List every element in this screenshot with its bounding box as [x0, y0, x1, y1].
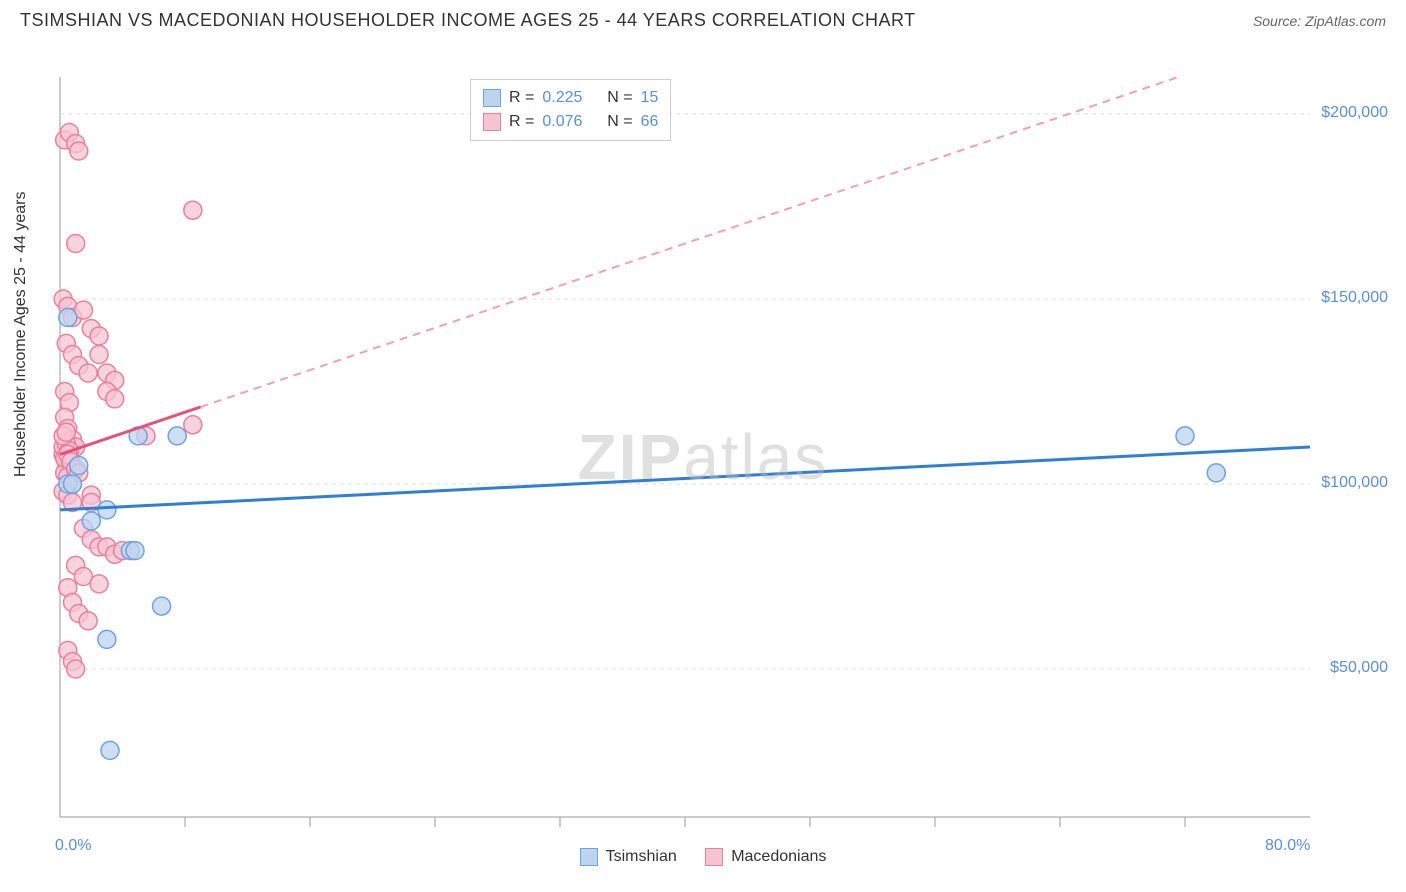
- r-label: R =: [509, 110, 534, 134]
- legend-swatch-macedonians: [483, 113, 501, 131]
- legend-label-macedonians: Macedonians: [731, 848, 826, 866]
- n-value-macedonians: 66: [641, 110, 659, 134]
- n-value-tsimshian: 15: [641, 86, 659, 110]
- y-axis-label: Householder Income Ages 25 - 44 years: [12, 192, 30, 478]
- y-tick-label: $100,000: [1321, 474, 1388, 492]
- chart-source: Source: ZipAtlas.com: [1253, 13, 1386, 29]
- x-tick-label: 80.0%: [1265, 837, 1310, 855]
- x-tick-label: 0.0%: [55, 837, 91, 855]
- y-tick-label: $200,000: [1321, 104, 1388, 122]
- y-tick-label: $50,000: [1330, 659, 1388, 677]
- stats-row-macedonians: R = 0.076 N = 66: [483, 110, 658, 134]
- legend-label-tsimshian: Tsimshian: [606, 848, 677, 866]
- legend-swatch-tsimshian-icon: [580, 848, 598, 866]
- r-value-tsimshian: 0.225: [542, 86, 582, 110]
- series-legend: Tsimshian Macedonians: [0, 848, 1406, 871]
- legend-item-macedonians: Macedonians: [705, 848, 826, 866]
- n-label: N =: [607, 86, 632, 110]
- chart-header: TSIMSHIAN VS MACEDONIAN HOUSEHOLDER INCO…: [0, 0, 1406, 37]
- legend-swatch-tsimshian: [483, 89, 501, 107]
- r-value-macedonians: 0.076: [542, 110, 582, 134]
- n-label: N =: [607, 110, 632, 134]
- chart-title: TSIMSHIAN VS MACEDONIAN HOUSEHOLDER INCO…: [20, 10, 916, 31]
- legend-swatch-macedonians-icon: [705, 848, 723, 866]
- y-tick-label: $150,000: [1321, 289, 1388, 307]
- legend-item-tsimshian: Tsimshian: [580, 848, 677, 866]
- r-label: R =: [509, 86, 534, 110]
- scatter-chart-svg: [0, 37, 1406, 877]
- chart-area: Householder Income Ages 25 - 44 years ZI…: [0, 37, 1406, 877]
- stats-row-tsimshian: R = 0.225 N = 15: [483, 86, 658, 110]
- stats-legend: R = 0.225 N = 15 R = 0.076 N = 66: [470, 79, 671, 141]
